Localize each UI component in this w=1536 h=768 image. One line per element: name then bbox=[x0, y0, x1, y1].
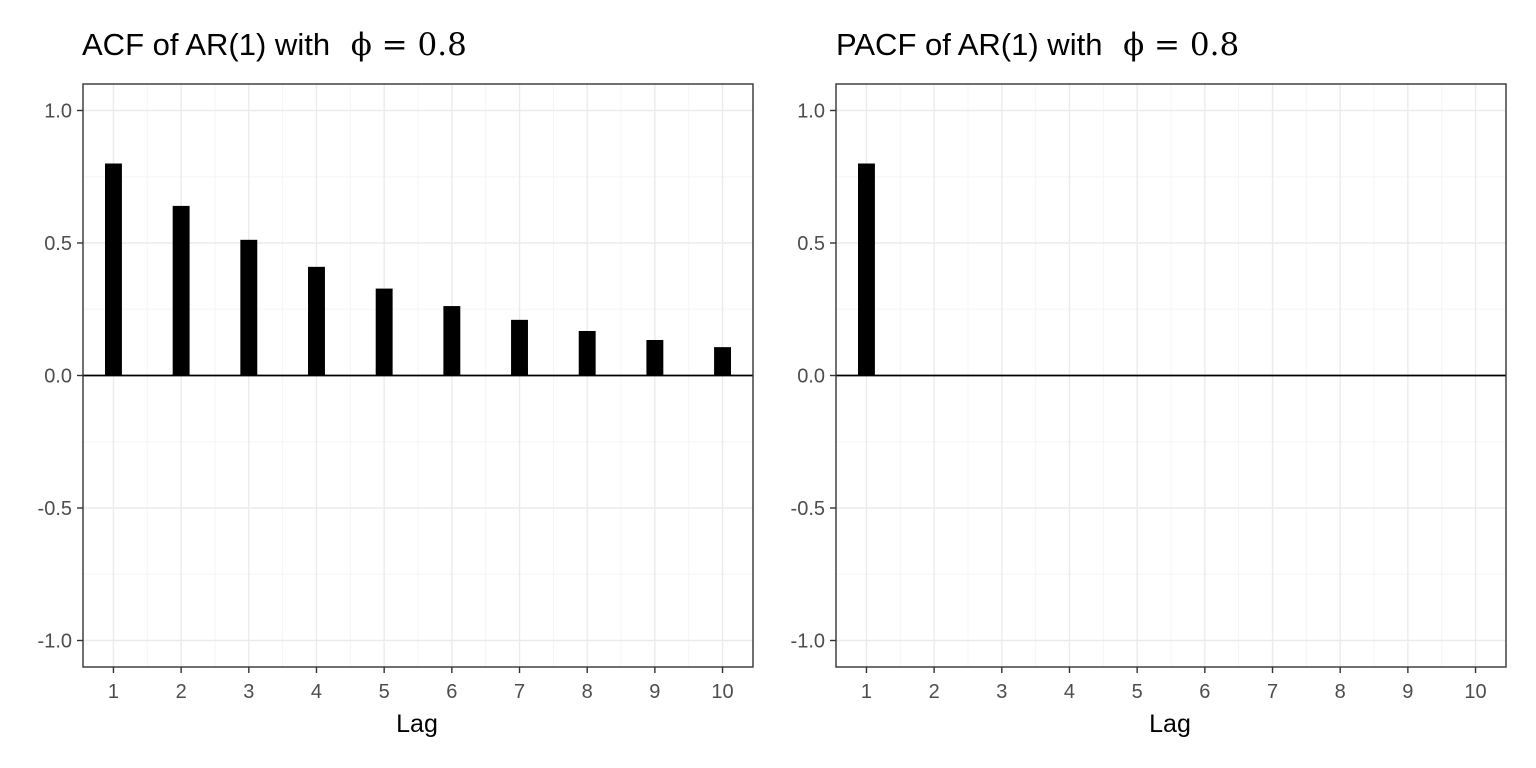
acf-x-tick-label: 10 bbox=[711, 681, 733, 703]
acf-x-tick-label: 2 bbox=[176, 681, 187, 703]
pacf-y-tick-label: -0.5 bbox=[791, 498, 825, 520]
pacf-chart-title: PACF of AR(1) with ϕ = 0.8 bbox=[836, 27, 1239, 63]
acf-bar bbox=[646, 339, 664, 376]
acf-x-tick-label: 1 bbox=[108, 681, 119, 703]
acf-x-tick-label: 9 bbox=[649, 681, 660, 703]
acf-bar bbox=[714, 347, 732, 376]
pacf-y-tick-label: -1.0 bbox=[791, 631, 825, 653]
acf-chart-title: ACF of AR(1) with ϕ = 0.8 bbox=[82, 27, 467, 63]
pacf-y-tick-label: 1.0 bbox=[797, 101, 825, 123]
pacf-x-tick-label: 2 bbox=[929, 681, 940, 703]
acf-plot-area: -1.0 -0.5 0.0 0.5 1.0 1 2 3 4 5 6 7 8 9 10 bbox=[38, 83, 754, 703]
pacf-x-tick-label: 4 bbox=[1064, 681, 1075, 703]
pacf-bar bbox=[857, 163, 875, 376]
pacf-x-tick-label: 5 bbox=[1132, 681, 1143, 703]
acf-x-tick-label: 7 bbox=[514, 681, 525, 703]
pacf-x-tick-label: 1 bbox=[861, 681, 872, 703]
acf-x-tick-label: 4 bbox=[311, 681, 322, 703]
acf-x-tick-label: 5 bbox=[379, 681, 390, 703]
pacf-plot-area: -1.0 -0.5 0.0 0.5 1.0 1 2 3 4 5 6 7 8 9 10 bbox=[791, 83, 1507, 703]
pacf-x-axis-label: Lag bbox=[1149, 710, 1191, 738]
pacf-x-tick-label: 8 bbox=[1335, 681, 1346, 703]
pacf-y-tick-label: 0.0 bbox=[797, 366, 825, 388]
acf-y-tick-label: 1.0 bbox=[44, 101, 72, 123]
pacf-y-tick-label: 0.5 bbox=[797, 233, 825, 255]
acf-bar bbox=[375, 288, 393, 376]
acf-x-tick-label: 6 bbox=[446, 681, 457, 703]
acf-bar bbox=[172, 205, 190, 376]
acf-y-tick-label: 0.0 bbox=[44, 366, 72, 388]
acf-panel: ACF of AR(1) with ϕ = 0.8 -1.0 -0.5 0.0 0.5… bbox=[38, 27, 754, 738]
acf-bar bbox=[578, 330, 596, 376]
pacf-x-tick-label: 10 bbox=[1464, 681, 1486, 703]
acf-bar bbox=[308, 266, 325, 376]
acf-y-tick-label: 0.5 bbox=[44, 233, 72, 255]
acf-x-tick-label: 8 bbox=[582, 681, 593, 703]
pacf-x-tick-label: 7 bbox=[1267, 681, 1278, 703]
acf-x-tick-label: 3 bbox=[243, 681, 254, 703]
pacf-panel: PACF of AR(1) with ϕ = 0.8 -1.0 -0.5 0.0 0.… bbox=[791, 27, 1507, 738]
acf-bar bbox=[443, 306, 461, 376]
acf-bar bbox=[104, 163, 122, 376]
pacf-x-tick-label: 9 bbox=[1402, 681, 1413, 703]
acf-y-tick-label: -1.0 bbox=[38, 631, 72, 653]
acf-bar bbox=[240, 239, 258, 376]
acf-x-axis-label: Lag bbox=[396, 710, 438, 738]
pacf-x-tick-label: 3 bbox=[996, 681, 1007, 703]
acf-y-tick-label: -0.5 bbox=[38, 498, 72, 520]
acf-bar bbox=[511, 319, 528, 376]
pacf-x-tick-label: 6 bbox=[1199, 681, 1210, 703]
